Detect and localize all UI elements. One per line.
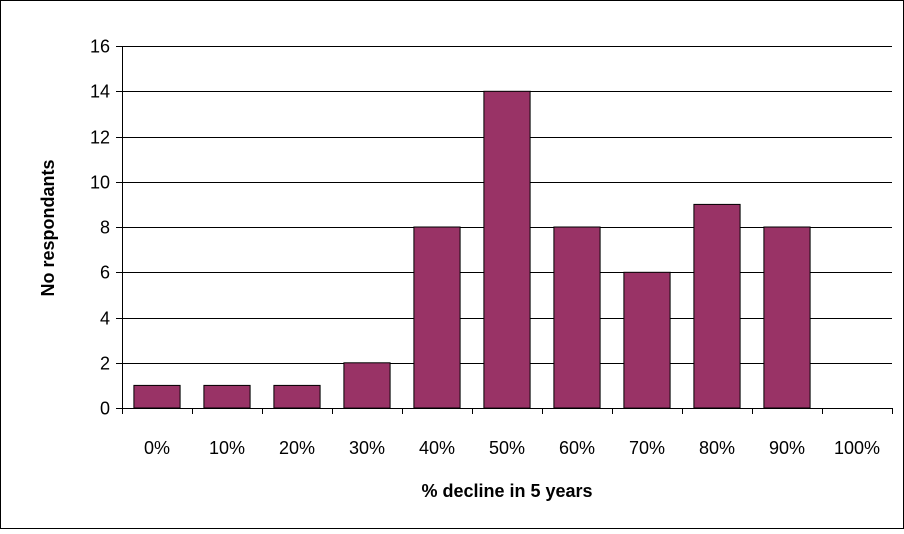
y-tick-label: 6: [100, 263, 110, 283]
bar-60pct: [553, 226, 601, 409]
x-tick-label: 40%: [419, 438, 455, 458]
y-tick-label: 14: [90, 82, 110, 102]
bar-80pct: [693, 203, 741, 409]
x-tick-label: 100%: [834, 438, 880, 458]
y-tick-label: 10: [90, 173, 110, 193]
y-tick-label: 16: [90, 37, 110, 57]
x-tick-labels: 0% 10% 20% 30% 40% 50% 60% 70% 80% 90% 100%: [144, 438, 880, 458]
axes: [116, 46, 893, 414]
x-tick-label: 60%: [559, 438, 595, 458]
bar-30pct: [343, 362, 391, 409]
x-tick-label: 20%: [279, 438, 315, 458]
y-tick-label: 4: [100, 309, 110, 329]
x-tick-label: 50%: [489, 438, 525, 458]
bar-70pct: [623, 271, 671, 409]
x-tick-label: 90%: [769, 438, 805, 458]
bar-40pct: [413, 226, 461, 409]
y-tick-label: 12: [90, 128, 110, 148]
x-tick-label: 80%: [699, 438, 735, 458]
y-tick-label: 8: [100, 218, 110, 238]
x-tick-label: 0%: [144, 438, 170, 458]
bar-10pct: [203, 384, 251, 409]
bar-90pct: [763, 226, 811, 409]
x-axis-title: % decline in 5 years: [421, 481, 592, 501]
bar-20pct: [273, 384, 321, 409]
y-tick-label: 0: [100, 399, 110, 419]
bar-0pct: [133, 384, 181, 409]
bar-50pct: [483, 90, 531, 409]
y-axis-title: No respondants: [38, 159, 58, 296]
y-tick-label: 2: [100, 354, 110, 374]
y-tick-labels: 0 2 4 6 8 10 12 14 16: [90, 37, 110, 419]
x-tick-label: 10%: [209, 438, 245, 458]
bars: [133, 90, 811, 409]
x-tick-label: 70%: [629, 438, 665, 458]
x-tick-label: 30%: [349, 438, 385, 458]
